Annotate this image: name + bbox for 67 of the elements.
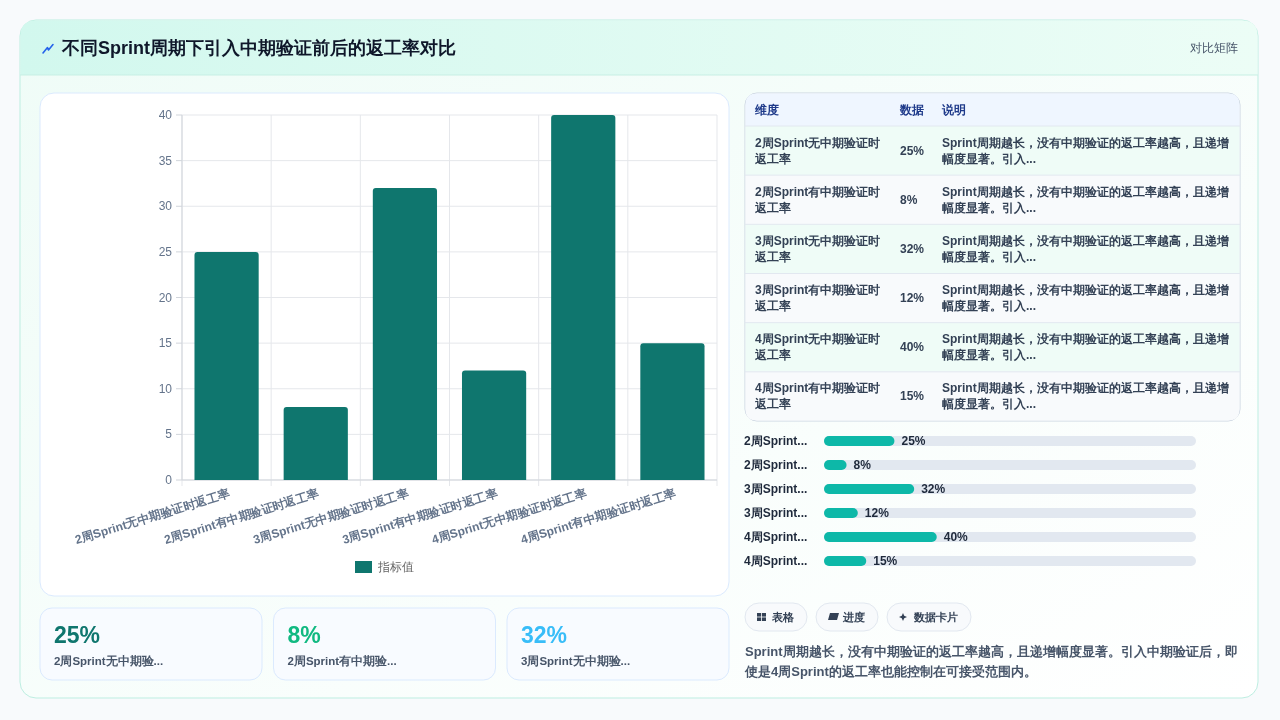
category-label: 2周Sprint有中期验... xyxy=(287,654,397,667)
bar xyxy=(824,508,858,518)
text: 8% xyxy=(287,622,321,648)
category-label: 3周Sprint无中期验证时返工率 xyxy=(754,233,881,264)
data-label: 8% xyxy=(853,458,872,472)
bar xyxy=(824,436,895,446)
bar xyxy=(372,188,438,480)
y-tick-label: 3周Sprint... xyxy=(744,506,808,520)
data-label: 40% xyxy=(943,530,969,544)
text: 40% xyxy=(900,340,925,355)
category-label: 进度 xyxy=(842,611,865,623)
data-label: 12% xyxy=(864,506,890,520)
text: Sprint周期越长，没有中期验证的返工率越高，且递增幅度显著。引入... xyxy=(942,283,1229,314)
category-label: 4周Sprint无中期验证时返工率 xyxy=(754,332,881,363)
data-label: 25% xyxy=(901,434,926,448)
bar xyxy=(824,532,937,542)
text: 32% xyxy=(900,241,925,256)
y-tick-label: 2周Sprint... xyxy=(744,458,808,472)
text: 对比矩阵 xyxy=(1190,41,1238,55)
text: 25% xyxy=(900,143,925,158)
y-tick-label: 15 xyxy=(158,336,173,351)
text: 25% xyxy=(54,622,101,648)
y-tick-label: 30 xyxy=(158,199,173,214)
bar xyxy=(640,343,705,480)
bar xyxy=(824,484,915,494)
y-tick-label: 10 xyxy=(158,381,173,396)
text: Sprint周期越长，没有中期验证的返工率越高，且递增幅度显著。引入中期验证后，即使是4周Sprint的返工率也能控制在可接受范围内。 xyxy=(744,643,1238,679)
text: Sprint周期越长，没有中期验证的返工率越高，且递增幅度显著。引入... xyxy=(942,332,1229,363)
data-label: 32% xyxy=(921,482,946,496)
text: Sprint周期越长，没有中期验证的返工率越高，且递增幅度显著。引入... xyxy=(942,233,1229,264)
category-label: 数据卡片 xyxy=(913,611,958,623)
y-tick-label: 40 xyxy=(158,108,173,122)
y-tick-label: 4周Sprint... xyxy=(744,530,808,544)
category-label: 2周Sprint无中期验证时返工率 xyxy=(754,135,881,166)
data-label: 15% xyxy=(873,554,898,568)
category-label: 3周Sprint有中期验证时返工率 xyxy=(754,283,881,314)
y-tick-label: 20 xyxy=(158,290,173,305)
text: Sprint周期越长，没有中期验证的返工率越高，且递增幅度显著。引入... xyxy=(942,381,1229,412)
text: 数据 xyxy=(899,102,924,117)
category-label: 2周Sprint无中期验... xyxy=(54,654,164,667)
category-label: 4周Sprint有中期验证时返工率 xyxy=(754,381,881,412)
bar xyxy=(283,407,348,480)
y-tick-label: 4周Sprint... xyxy=(744,554,808,568)
text: 维度 xyxy=(754,102,779,117)
y-tick-label: 5 xyxy=(165,427,173,442)
bar xyxy=(194,251,259,480)
y-tick-label: 0 xyxy=(165,473,173,487)
text: Sprint周期越长，没有中期验证的返工率越高，且递增幅度显著。引入... xyxy=(942,135,1229,166)
y-tick-label: 25 xyxy=(158,244,173,259)
text: 15% xyxy=(900,389,925,404)
text: Sprint周期越长，没有中期验证的返工率越高，且递增幅度显著。引入... xyxy=(942,184,1229,215)
category-label: 2周Sprint有中期验证时返工率 xyxy=(754,184,881,215)
legend-label: 指标值 xyxy=(377,560,414,574)
bar xyxy=(551,115,616,480)
y-tick-label: 35 xyxy=(158,153,173,168)
category-label: 表格 xyxy=(771,611,795,623)
bar xyxy=(824,556,867,566)
text: 说明 xyxy=(941,102,966,117)
y-tick-label: 3周Sprint... xyxy=(744,482,808,496)
category-label: 3周Sprint无中期验... xyxy=(521,654,631,667)
text: 32% xyxy=(521,622,568,648)
text: 不同Sprint周期下引入中期验证前后的返工率对比 xyxy=(61,38,456,58)
bar xyxy=(824,460,847,470)
y-tick-label: 2周Sprint... xyxy=(744,434,808,448)
text: 8% xyxy=(900,192,918,207)
text: 12% xyxy=(900,291,925,306)
bar xyxy=(461,370,527,480)
